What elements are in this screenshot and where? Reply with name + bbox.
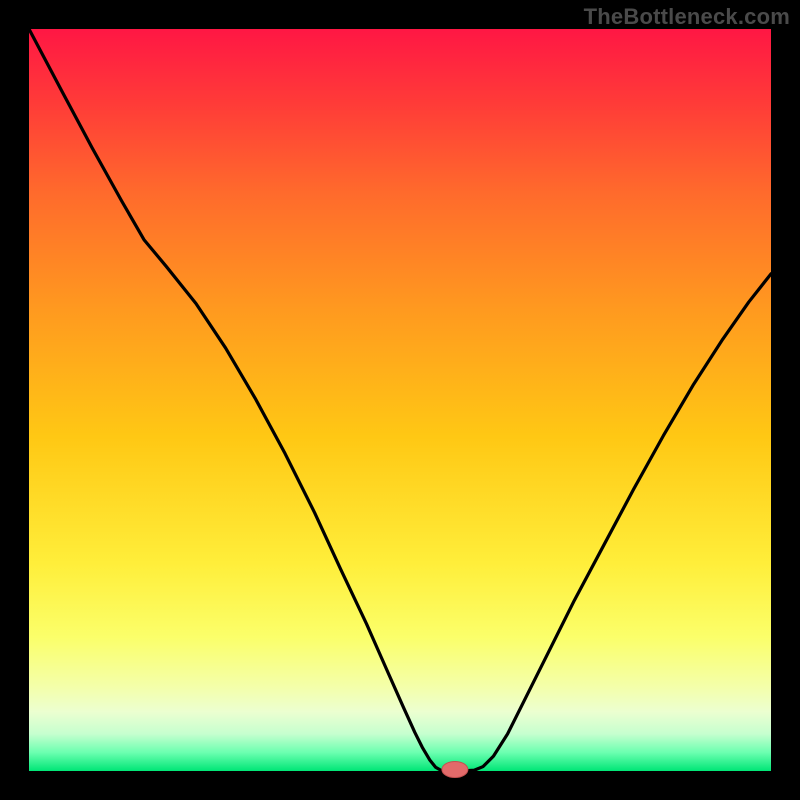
gradient-background bbox=[29, 29, 771, 771]
plot-area bbox=[0, 0, 800, 800]
plot-svg bbox=[0, 0, 800, 800]
chart-container: TheBottleneck.com bbox=[0, 0, 800, 800]
optimal-point-marker bbox=[442, 762, 468, 778]
watermark-text: TheBottleneck.com bbox=[584, 4, 790, 30]
